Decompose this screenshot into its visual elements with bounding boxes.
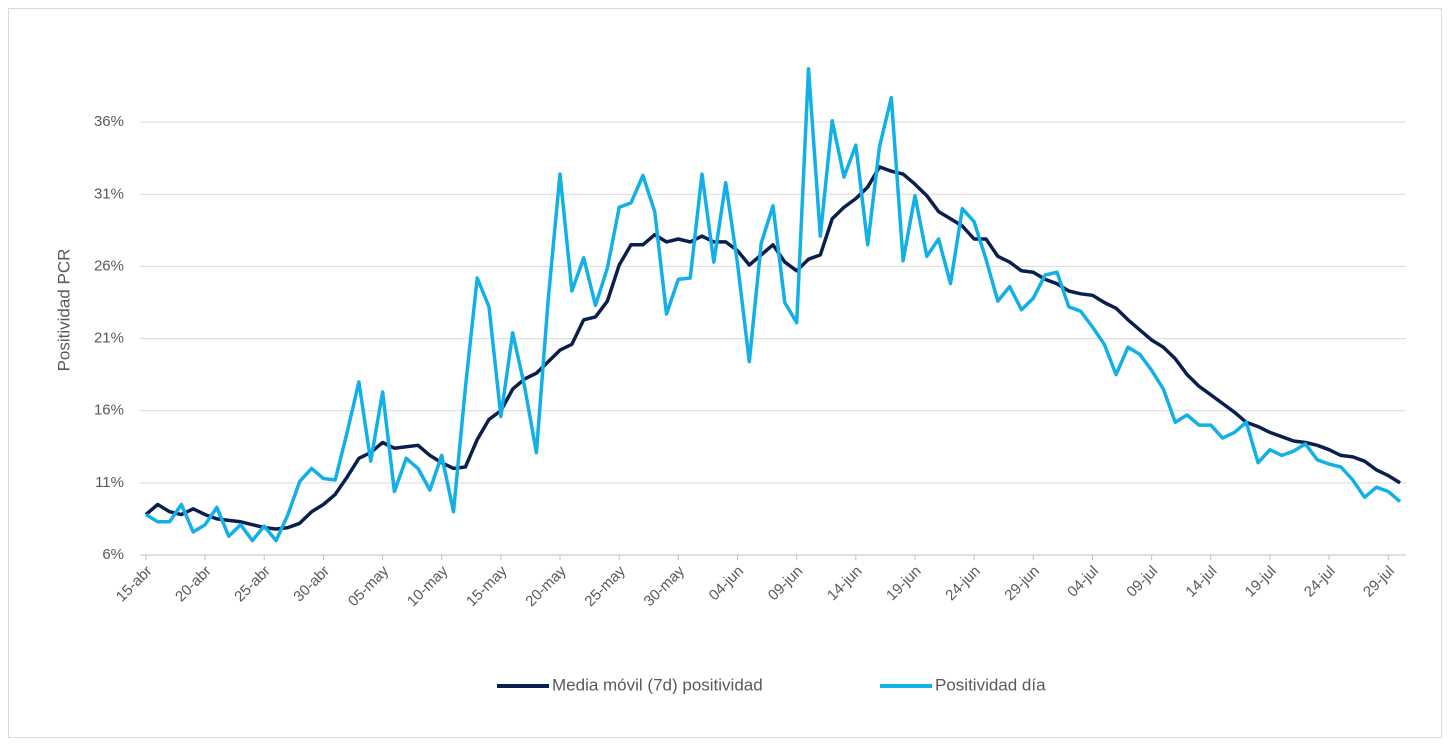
y-tick-label: 16% (94, 402, 124, 419)
y-tick-label: 36% (94, 113, 124, 130)
series-line (144, 67, 1402, 543)
y-tick-label: 6% (102, 546, 124, 563)
legend-label: Media móvil (7d) positividad (552, 675, 763, 694)
y-axis-label: Positividad PCR (54, 249, 73, 372)
y-tick-label: 11% (95, 474, 124, 491)
y-tick-label: 21% (94, 330, 124, 347)
series-line (144, 165, 1402, 531)
legend-label: Positividad día (935, 675, 1046, 694)
chart-frame (8, 8, 1442, 738)
y-tick-label: 31% (94, 185, 124, 202)
y-tick-label: 26% (94, 257, 124, 274)
